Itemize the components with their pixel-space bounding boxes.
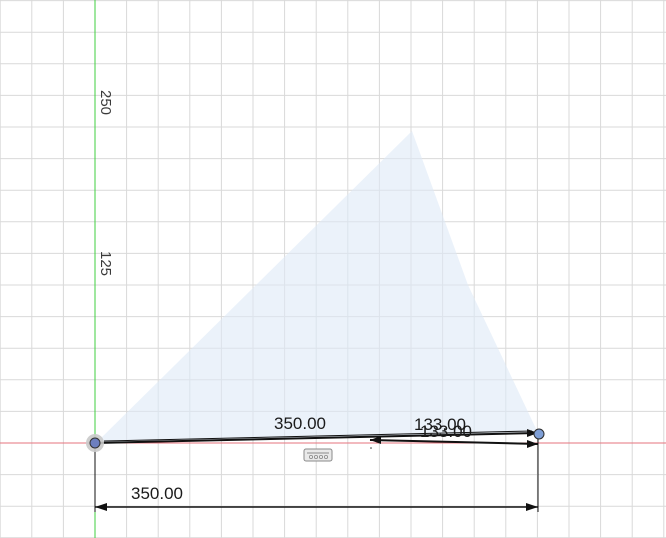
- arrowhead-left-short: [370, 436, 381, 444]
- arrowhead-overall-left: [95, 503, 107, 511]
- stray-point: [370, 447, 372, 449]
- arrowhead-right-short: [527, 440, 538, 448]
- arrowhead-right-upper: [527, 429, 538, 437]
- sketch-line-sloped-inner: [103, 430, 533, 442]
- dim-text-sloped[interactable]: 350.00: [274, 414, 326, 433]
- arrowhead-overall-right: [526, 503, 538, 511]
- y-axis-label-125: 125: [97, 251, 114, 276]
- sketch-line-short[interactable]: [369, 439, 539, 445]
- dim-text-short-a[interactable]: 133.00: [414, 415, 466, 434]
- dim-text-overall[interactable]: 350.00: [131, 484, 183, 503]
- dim-text-short-b[interactable]: 133.00: [420, 422, 472, 441]
- sketch-line-sloped[interactable]: [95, 432, 539, 444]
- sketch-point-right[interactable]: [533, 428, 545, 440]
- origin-point[interactable]: [86, 434, 104, 452]
- sketch-profile-fill[interactable]: [96, 131, 538, 443]
- y-axis-label-250: 250: [97, 90, 114, 115]
- horizontal-constraint-icon[interactable]: [303, 448, 333, 462]
